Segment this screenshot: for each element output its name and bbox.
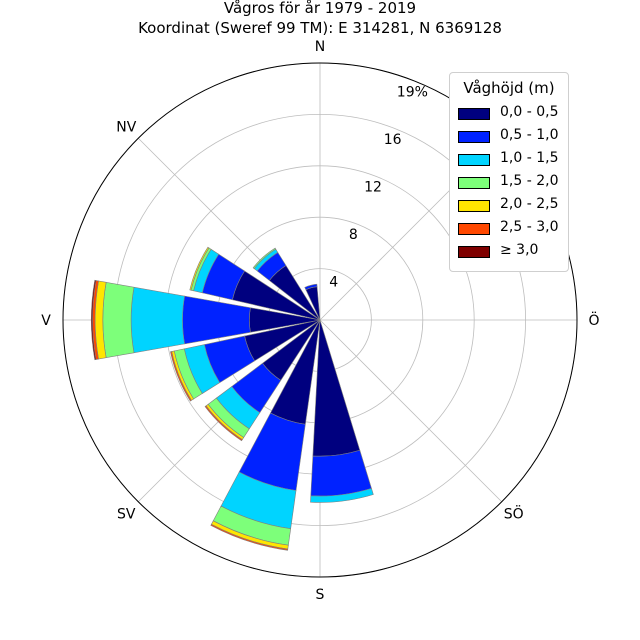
radial-tick-label: 19% xyxy=(397,85,428,101)
radial-tick-label: 8 xyxy=(349,227,358,243)
legend-swatch xyxy=(458,246,490,258)
legend-label: 1,0 - 1,5 xyxy=(500,150,559,166)
direction-label: SV xyxy=(117,507,136,523)
legend-label: 2,0 - 2,5 xyxy=(500,196,559,212)
direction-label: V xyxy=(41,313,51,329)
legend-title: Våghöjd (m) xyxy=(463,79,555,97)
legend-swatch xyxy=(458,154,490,166)
chart-subtitle: Koordinat (Sweref 99 TM): E 314281, N 63… xyxy=(138,19,502,37)
rose-bar-segment xyxy=(310,487,374,503)
legend-swatch xyxy=(458,223,490,235)
legend-label: 0,0 - 0,5 xyxy=(500,104,559,120)
radial-tick-label: 16 xyxy=(384,132,402,148)
rose-bar-segment xyxy=(210,523,289,551)
radial-tick-label: 4 xyxy=(329,275,338,291)
rose-bar-segment xyxy=(310,449,372,497)
direction-label: S xyxy=(316,587,325,603)
rose-bar-segment xyxy=(189,246,210,291)
rose-bar-segment xyxy=(130,286,185,354)
direction-label: NV xyxy=(116,119,136,135)
direction-label: SÖ xyxy=(504,505,524,523)
legend-label: 1,5 - 2,0 xyxy=(500,173,559,189)
legend: Våghöjd (m) 0,0 - 0,5 0,5 - 1,0 1,0 - 1,… xyxy=(449,72,569,272)
rose-bar-segment xyxy=(91,279,97,361)
chart-title: Vågros för år 1979 - 2019 xyxy=(223,0,417,17)
radial-tick-label: 12 xyxy=(364,180,382,196)
polar-frame xyxy=(62,62,578,578)
legend-swatch xyxy=(458,200,490,212)
rose-bar-segment xyxy=(252,247,277,269)
rose-bar-segment xyxy=(312,319,361,457)
rose-bar-segment xyxy=(170,351,192,402)
legend-swatch xyxy=(458,177,490,189)
legend-swatch xyxy=(458,108,490,120)
legend-swatch xyxy=(458,131,490,143)
legend-label: 0,5 - 1,0 xyxy=(500,127,559,143)
rose-bar-segment xyxy=(204,405,243,442)
direction-label: Ö xyxy=(588,311,599,329)
rose-bar-segment xyxy=(304,283,318,291)
legend-label: ≥ 3,0 xyxy=(500,242,539,258)
direction-label: N xyxy=(315,39,325,55)
grid-spoke xyxy=(319,319,503,503)
rose-bar-segment xyxy=(102,281,135,359)
legend-label: 2,5 - 3,0 xyxy=(500,219,559,235)
